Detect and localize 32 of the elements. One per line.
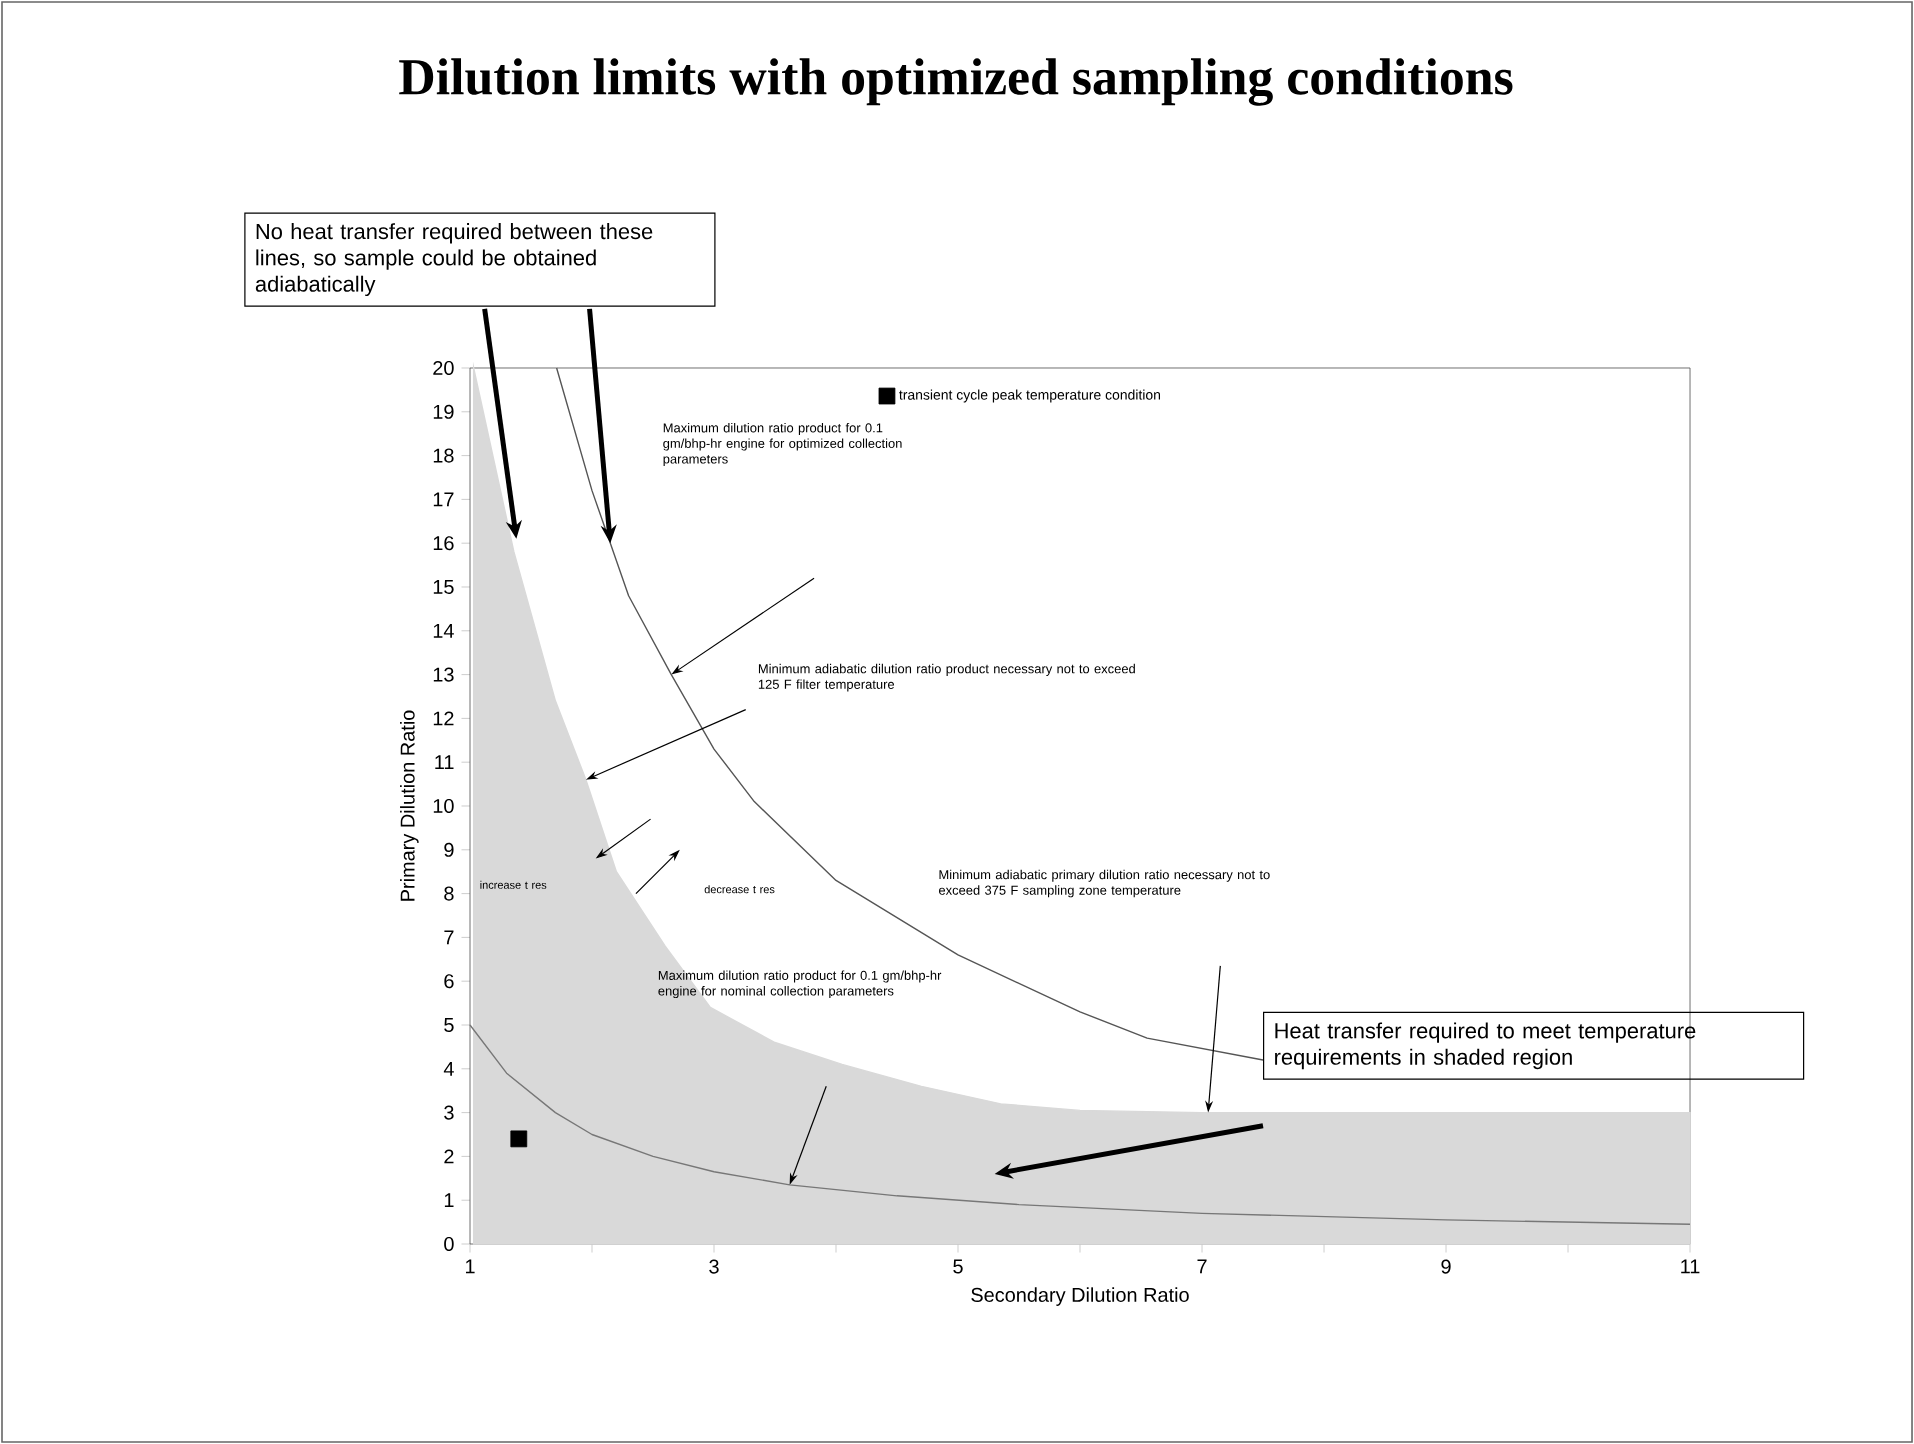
y-tick-label: 6: [444, 974, 454, 989]
x-tick-label: 11: [1681, 1259, 1700, 1274]
y-tick-label: 2: [444, 1149, 454, 1164]
y-tick-label: 16: [433, 536, 454, 551]
annotation: Heat transfer required to meet temperature requirements in shaded region: [1275, 1022, 1696, 1070]
y-tick-label: 0: [444, 1236, 454, 1252]
x-tick-label: 5: [953, 1259, 963, 1274]
annotation: No heat transfer required between these lines, so sample could be obtained adiabatically: [255, 223, 653, 297]
x-tick-label: 3: [709, 1259, 719, 1274]
y-tick-label: 9: [444, 842, 454, 857]
y-tick-label: 10: [433, 798, 454, 814]
y-tick-label: 13: [433, 667, 454, 682]
y-tick-label: 4: [443, 1061, 454, 1076]
x-axis-title: Secondary Dilution Ratio: [971, 1287, 1189, 1306]
y-tick-label: 14: [433, 623, 454, 638]
y-tick-label: 11: [435, 755, 454, 770]
y-tick-label: 5: [444, 1018, 454, 1032]
y-tick-label: 18: [433, 448, 454, 463]
x-tick-label: 1: [466, 1259, 475, 1274]
y-tick-label: 17: [433, 492, 454, 507]
y-tick-label: 20: [433, 360, 454, 376]
y-tick-label: 12: [433, 711, 454, 726]
y-tick-label: 8: [444, 886, 454, 901]
y-tick-label: 1: [444, 1193, 454, 1208]
x-tick-label: 9: [1441, 1259, 1451, 1274]
y-tick-label: 3: [444, 1105, 454, 1120]
y-tick-label: 19: [433, 404, 454, 419]
chart-title: Dilution limits with optimized sampling conditions: [399, 58, 1513, 106]
x-tick-label: 7: [1197, 1259, 1207, 1274]
y-tick-label: 7: [444, 930, 454, 945]
y-axis-title: Primary Dilution Ratio: [400, 710, 419, 901]
y-tick-label: 15: [433, 580, 454, 594]
